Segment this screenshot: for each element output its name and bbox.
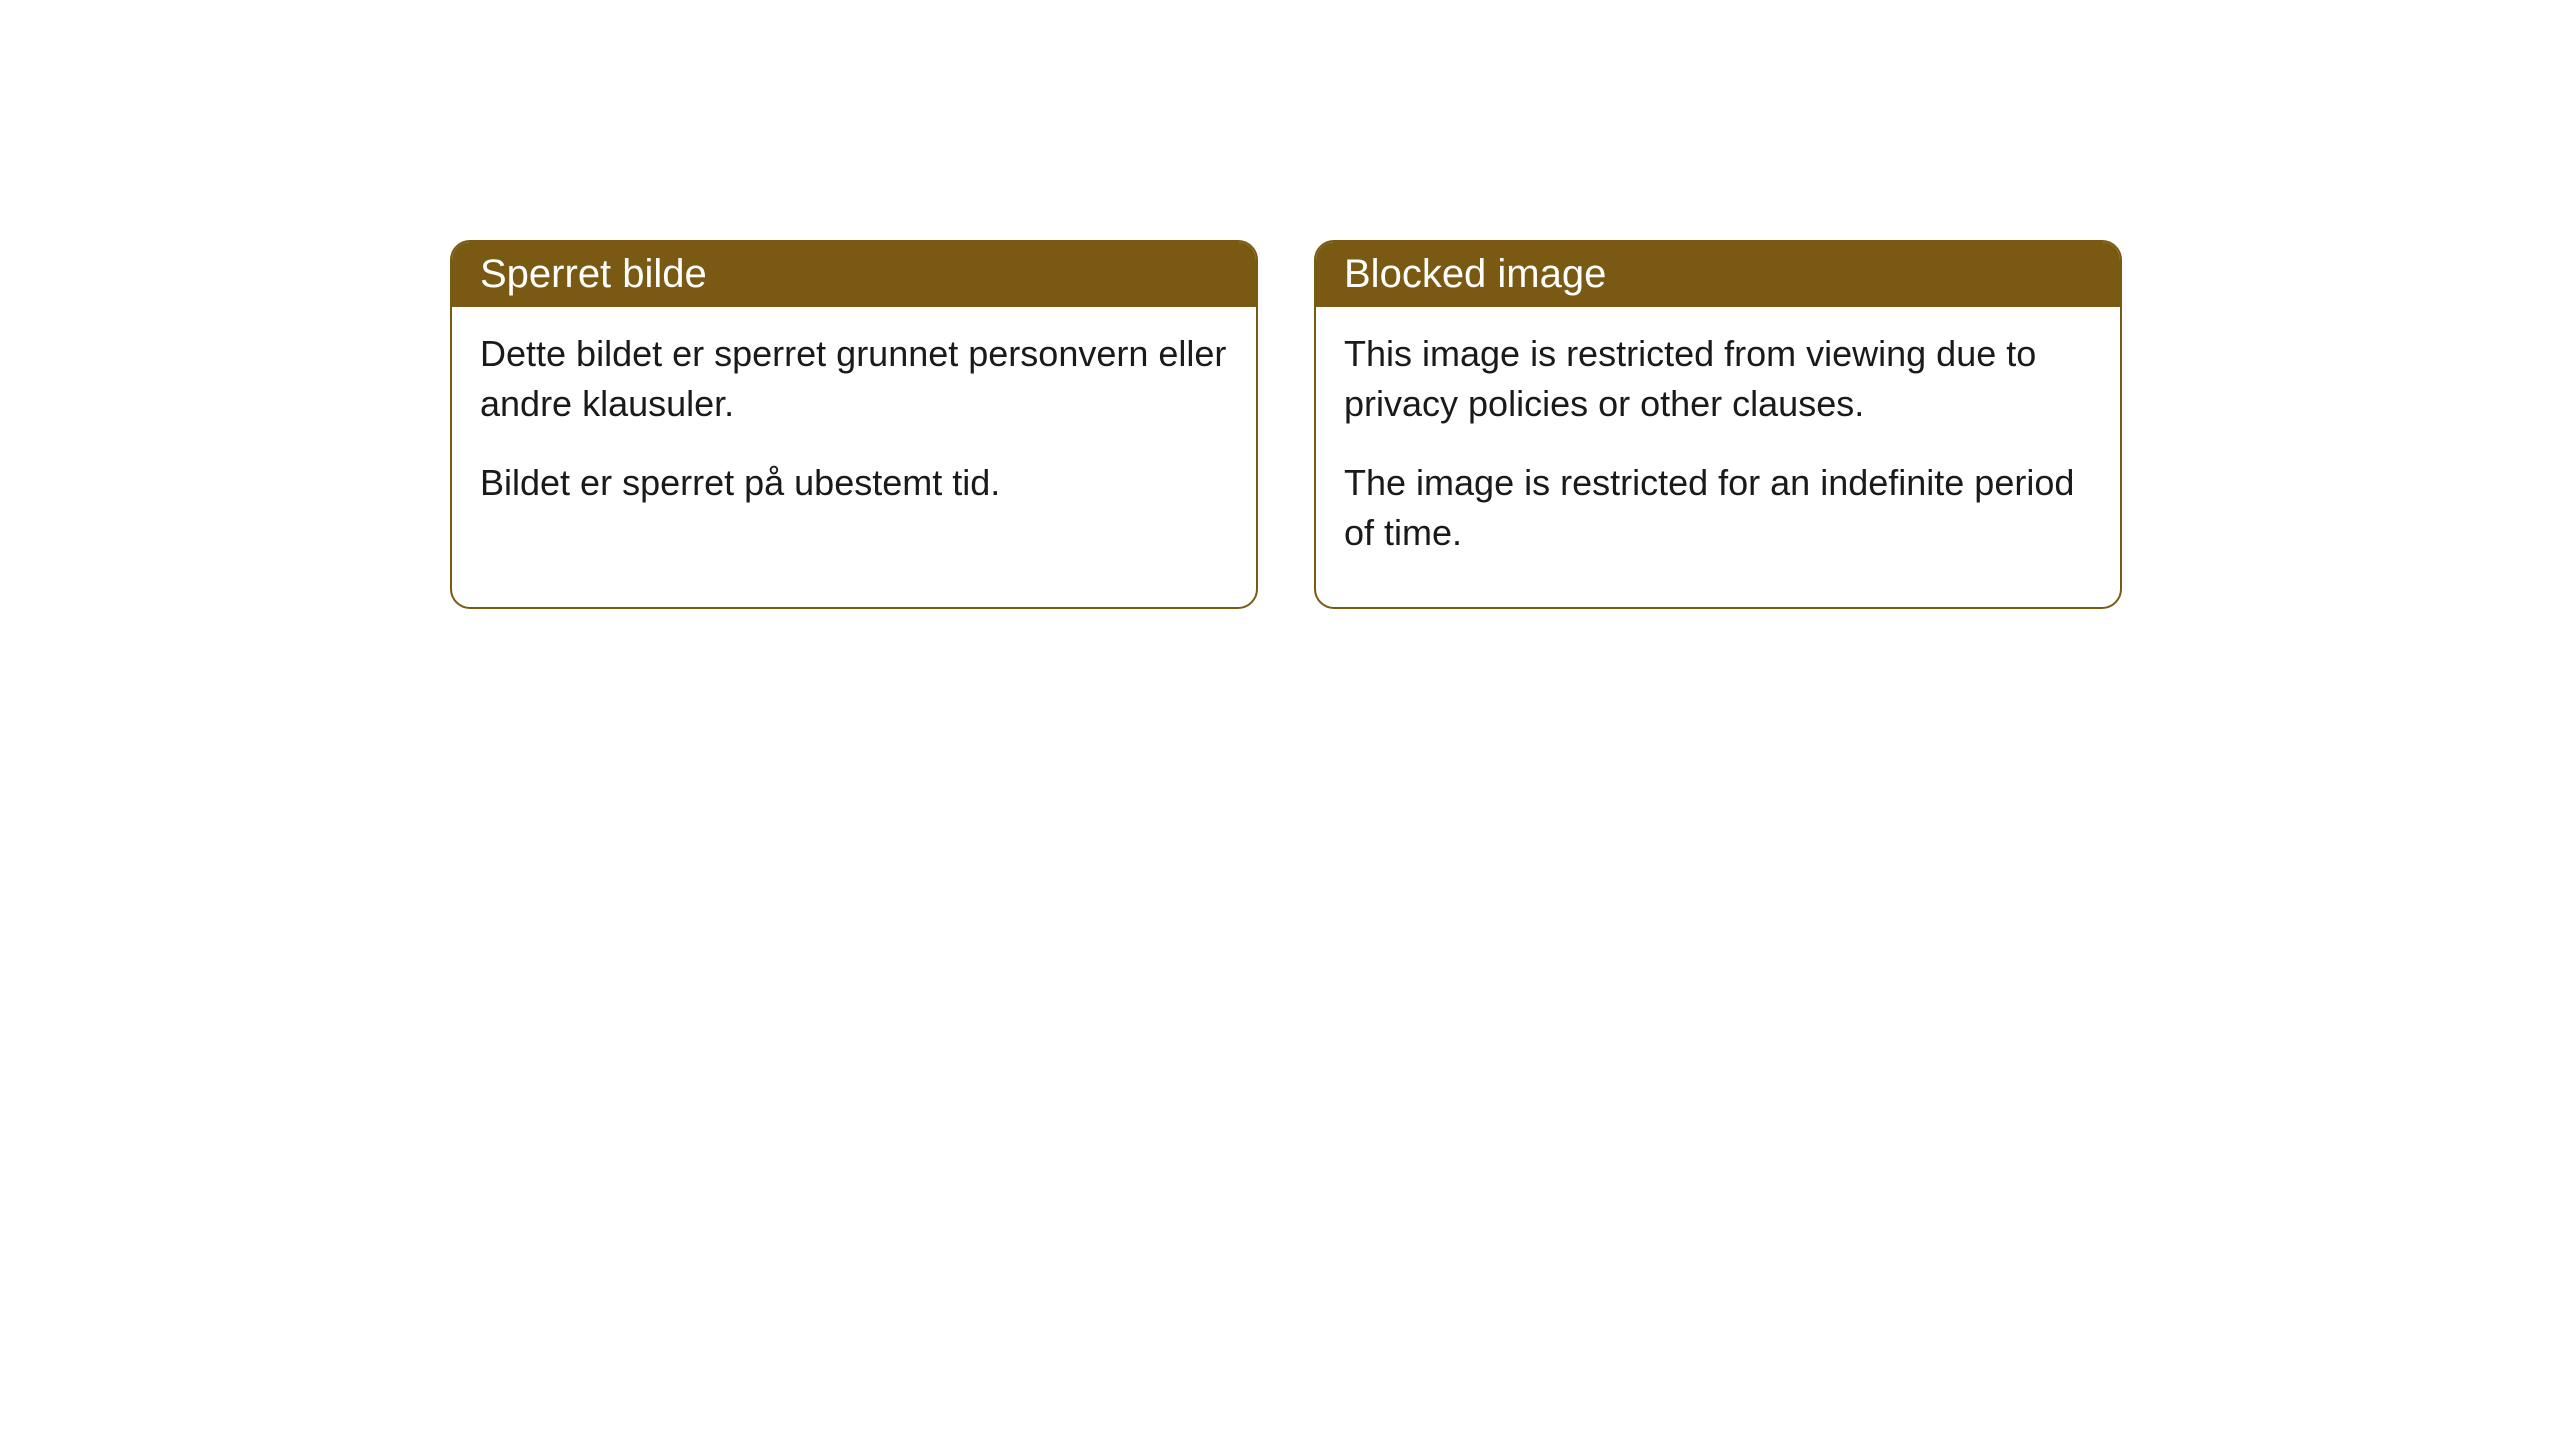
notice-cards-container: Sperret bilde Dette bildet er sperret gr…	[450, 240, 2122, 609]
card-paragraph: The image is restricted for an indefinit…	[1344, 458, 2092, 559]
card-title: Sperret bilde	[480, 252, 707, 296]
card-body: Dette bildet er sperret grunnet personve…	[452, 307, 1256, 556]
card-header: Blocked image	[1316, 242, 2120, 307]
card-paragraph: Dette bildet er sperret grunnet personve…	[480, 329, 1228, 430]
card-title: Blocked image	[1344, 252, 1606, 296]
notice-card-norwegian: Sperret bilde Dette bildet er sperret gr…	[450, 240, 1258, 609]
card-paragraph: This image is restricted from viewing du…	[1344, 329, 2092, 430]
card-header: Sperret bilde	[452, 242, 1256, 307]
notice-card-english: Blocked image This image is restricted f…	[1314, 240, 2122, 609]
card-body: This image is restricted from viewing du…	[1316, 307, 2120, 607]
card-paragraph: Bildet er sperret på ubestemt tid.	[480, 458, 1228, 508]
